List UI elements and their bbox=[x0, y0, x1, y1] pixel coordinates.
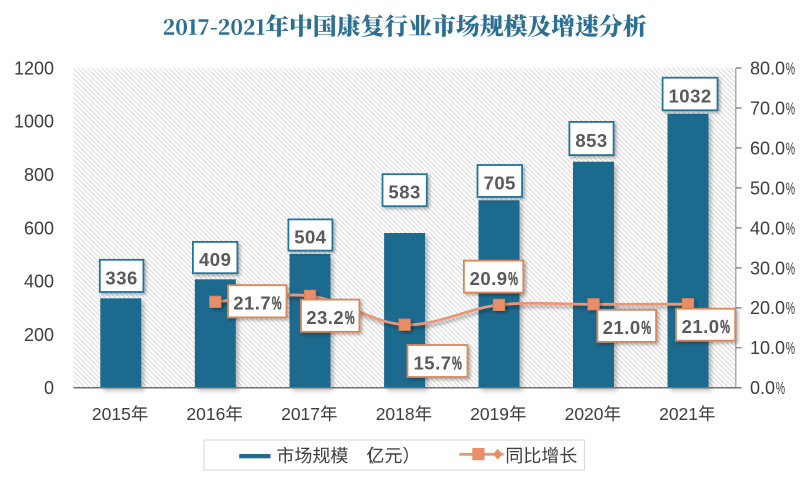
svg-text:%: % bbox=[786, 100, 795, 120]
svg-text:%: % bbox=[786, 340, 795, 360]
svg-text:15.7: 15.7 bbox=[414, 352, 452, 373]
svg-text:2016: 2016 bbox=[186, 404, 225, 424]
svg-text:2017: 2017 bbox=[281, 404, 320, 424]
svg-text:23.2: 23.2 bbox=[306, 307, 344, 328]
svg-text:1000: 1000 bbox=[14, 112, 54, 132]
svg-text:%: % bbox=[786, 180, 795, 200]
svg-text:583: 583 bbox=[388, 182, 420, 203]
svg-text:%: % bbox=[786, 220, 795, 240]
svg-text:%: % bbox=[345, 308, 355, 329]
svg-text:2018: 2018 bbox=[376, 404, 415, 424]
svg-text:2019: 2019 bbox=[470, 404, 509, 424]
svg-text:%: % bbox=[452, 354, 462, 375]
svg-text:10.0: 10.0 bbox=[750, 338, 785, 358]
svg-text:60.0: 60.0 bbox=[750, 138, 785, 158]
svg-text:%: % bbox=[786, 60, 795, 80]
svg-text:%: % bbox=[641, 318, 651, 339]
svg-text:0.0: 0.0 bbox=[750, 378, 775, 398]
svg-text:2015: 2015 bbox=[92, 404, 131, 424]
svg-text:800: 800 bbox=[24, 165, 54, 185]
svg-text:30.0: 30.0 bbox=[750, 258, 785, 278]
svg-text:21.0: 21.0 bbox=[603, 317, 641, 338]
svg-text:%: % bbox=[786, 260, 795, 280]
svg-text:%: % bbox=[786, 140, 795, 160]
svg-text:853: 853 bbox=[575, 130, 607, 151]
svg-text:600: 600 bbox=[24, 218, 54, 238]
svg-text:20.9: 20.9 bbox=[470, 268, 508, 289]
svg-text:504: 504 bbox=[294, 226, 327, 247]
svg-text:21.7: 21.7 bbox=[233, 293, 271, 314]
svg-text:705: 705 bbox=[484, 172, 516, 193]
svg-text:%: % bbox=[508, 269, 518, 290]
svg-text:0: 0 bbox=[44, 378, 54, 398]
svg-text:336: 336 bbox=[105, 267, 137, 288]
svg-text:1200: 1200 bbox=[14, 58, 54, 78]
svg-text:40.0: 40.0 bbox=[750, 218, 785, 238]
svg-text:409: 409 bbox=[199, 249, 231, 270]
svg-text:20.0: 20.0 bbox=[750, 298, 785, 318]
svg-text:1032: 1032 bbox=[669, 85, 712, 106]
svg-text:2021: 2021 bbox=[659, 404, 698, 424]
svg-text:2020: 2020 bbox=[565, 404, 604, 424]
svg-text:70.0: 70.0 bbox=[750, 98, 785, 118]
svg-text:%: % bbox=[786, 300, 795, 320]
svg-text:200: 200 bbox=[24, 325, 54, 345]
svg-text:80.0: 80.0 bbox=[750, 58, 785, 78]
svg-text:%: % bbox=[720, 317, 730, 338]
svg-text:%: % bbox=[272, 294, 282, 315]
svg-text:50.0: 50.0 bbox=[750, 178, 785, 198]
svg-text:%: % bbox=[776, 380, 785, 400]
svg-text:21.0: 21.0 bbox=[682, 316, 720, 337]
svg-text:400: 400 bbox=[24, 272, 54, 292]
